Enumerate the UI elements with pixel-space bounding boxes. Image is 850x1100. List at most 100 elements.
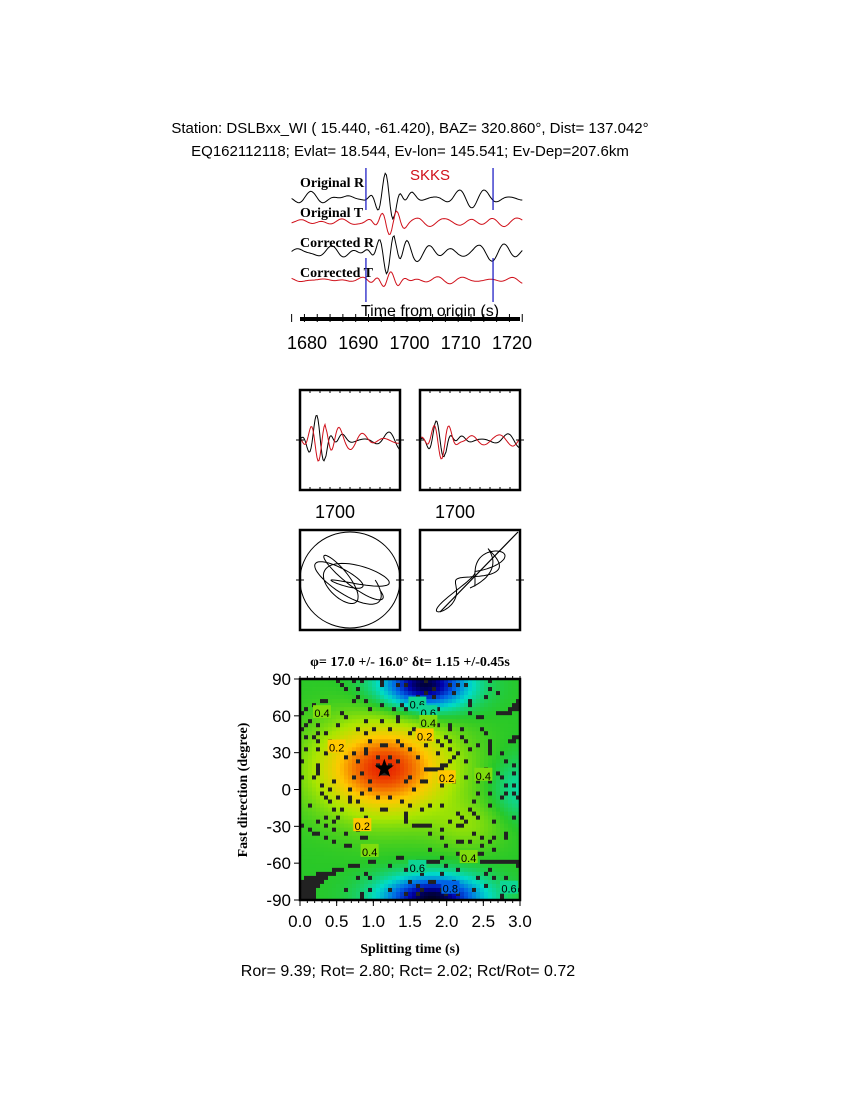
heatmap-cell (492, 723, 497, 728)
heatmap-cell (316, 679, 321, 684)
heatmap-cell (384, 867, 389, 873)
heatmap-cell (304, 723, 309, 728)
heatmap-cell (440, 807, 445, 812)
heatmap-cell (452, 811, 457, 817)
heatmap-cell (356, 867, 361, 873)
heatmap-cell (388, 759, 393, 764)
heatmap-cell (452, 719, 457, 724)
heatmap-cell (460, 775, 465, 780)
heatmap-cell (332, 735, 337, 740)
heatmap-cell (436, 735, 441, 740)
heatmap-cell (408, 819, 413, 825)
heatmap-cell (508, 727, 513, 732)
heatmap-cell (312, 827, 317, 833)
heatmap-cell (404, 883, 409, 889)
heatmap-cell (472, 815, 477, 821)
heatmap-cell (476, 859, 481, 865)
heatmap-cell (352, 743, 357, 748)
heatmap-cell (480, 799, 485, 804)
heatmap-cell (408, 783, 413, 788)
heatmap-cell (400, 859, 405, 865)
heatmap-cell (320, 679, 325, 684)
heatmap-cell (320, 787, 325, 792)
heatmap-cell (440, 711, 445, 716)
heatmap-cell (432, 803, 437, 808)
heatmap-cell (484, 871, 489, 877)
heatmap-cell (508, 743, 513, 748)
heatmap-cell (508, 779, 513, 784)
heatmap-cell (348, 735, 353, 740)
heatmap-cell (488, 875, 493, 881)
heatmap-cell (336, 691, 341, 696)
heatmap-cell (348, 775, 353, 780)
heatmap-cell (496, 887, 501, 893)
heatmap-cell (488, 803, 493, 808)
heatmap-cell (508, 791, 513, 796)
heatmap-cell (388, 847, 393, 853)
heatmap-cell (512, 683, 517, 688)
heatmap-cell (432, 787, 437, 792)
heatmap-cell (304, 719, 309, 724)
heatmap-cell (488, 783, 493, 788)
heatmap-cell (420, 815, 425, 821)
heatmap-cell (456, 747, 461, 752)
heatmap-cell (372, 827, 377, 833)
heatmap-cell (512, 819, 517, 825)
heatmap-cell (372, 755, 377, 760)
heatmap-cell (304, 775, 309, 780)
heatmap-cell (308, 767, 313, 772)
heatmap-cell (456, 687, 461, 692)
heatmap-cell (464, 823, 469, 829)
heatmap-cell (352, 699, 357, 704)
heatmap-cell (440, 743, 445, 748)
heatmap-cell (508, 843, 513, 849)
heatmap-cell (500, 703, 505, 708)
heatmap-cell (392, 863, 397, 869)
heatmap-cell (448, 735, 453, 740)
heatmap-cell (312, 679, 317, 684)
heatmap-cell (408, 831, 413, 837)
heatmap-cell (400, 863, 405, 869)
heatmap-cell (336, 835, 341, 841)
heatmap-cell (392, 843, 397, 849)
heatmap-cell (432, 891, 437, 897)
heatmap-cell (420, 795, 425, 800)
heatmap-cell (484, 719, 489, 724)
contour-label-bg (327, 739, 346, 753)
heatmap-cell (408, 739, 413, 744)
heatmap-cell (404, 711, 409, 716)
heatmap-cell (328, 683, 333, 688)
heatmap-cell (496, 771, 501, 776)
heatmap-cell (308, 703, 313, 708)
heatmap-cell (352, 735, 357, 740)
heatmap-cell (344, 887, 349, 893)
heatmap-cell (372, 783, 377, 788)
heatmap-cell (332, 799, 337, 804)
heatmap-cell (460, 887, 465, 893)
heatmap-cell (440, 783, 445, 788)
heatmap-cell (496, 871, 501, 877)
heatmap-cell (480, 819, 485, 825)
heatmap-cell (336, 815, 341, 821)
heatmap-cell (444, 759, 449, 764)
heatmap-cell (476, 787, 481, 792)
heatmap-cell (380, 883, 385, 889)
heatmap-cell (400, 751, 405, 756)
heatmap-cell (340, 711, 345, 716)
heatmap-cell (492, 711, 497, 716)
heatmap-cell (508, 711, 513, 716)
heatmap-cell (496, 823, 501, 829)
heatmap-cell (484, 851, 489, 857)
heatmap-cell (316, 835, 321, 841)
heatmap-cell (496, 839, 501, 845)
heatmap-cell (368, 783, 373, 788)
heatmap-cell (332, 691, 337, 696)
heatmap-cell (320, 759, 325, 764)
heatmap-cell (300, 763, 305, 768)
heatmap-cell (324, 879, 329, 885)
heatmap-cell (380, 719, 385, 724)
heatmap-cell (400, 687, 405, 692)
heatmap-cell (392, 859, 397, 865)
heatmap-cell (300, 743, 305, 748)
heatmap-cell (308, 887, 313, 893)
